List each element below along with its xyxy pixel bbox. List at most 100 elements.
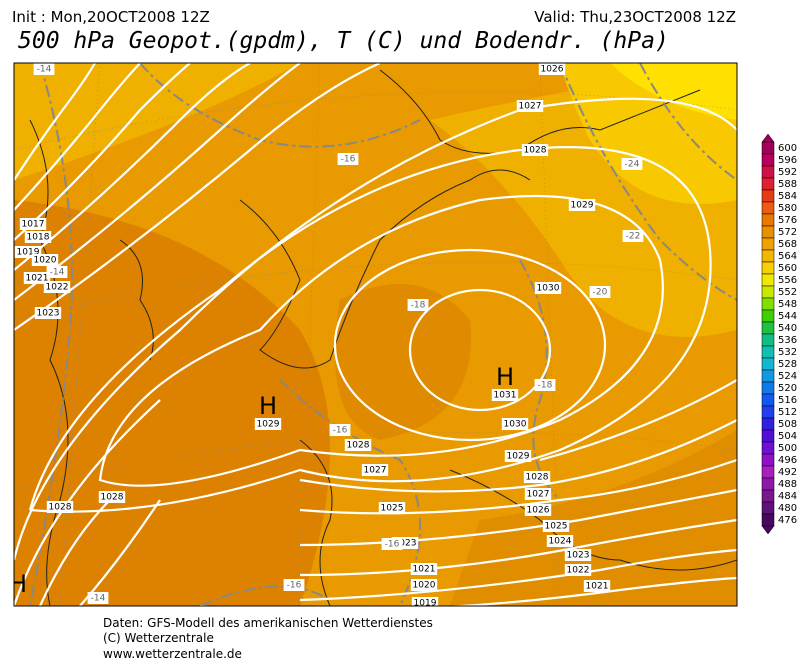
pressure-label-bg (361, 464, 389, 476)
pressure-label: 1031 (494, 391, 517, 401)
graticule (14, 63, 737, 606)
pressure-label: 1030 (537, 284, 560, 294)
legend-label: 572 (778, 227, 797, 238)
pressure-label: 1028 (49, 503, 72, 513)
temperature-label: -14 (91, 594, 106, 604)
temperature-label-bg (46, 266, 68, 278)
temperature-label-bg (33, 63, 55, 75)
legend-label: 552 (778, 287, 797, 298)
legend-cell (761, 189, 775, 203)
legend-label: 504 (778, 431, 797, 442)
pressure-label: 1028 (347, 441, 370, 451)
pressure-label: 1021 (26, 274, 49, 284)
field-region (335, 284, 471, 440)
legend-cell (761, 153, 775, 167)
temperature-label-bg (329, 424, 351, 436)
temperature-label-bg (534, 379, 556, 391)
pressure-label-bg (34, 307, 62, 319)
legend-cell (761, 429, 775, 443)
legend-cell (761, 285, 775, 299)
pressure-label: 1020 (34, 256, 57, 266)
temperature-label: -20 (593, 288, 608, 298)
legend-cell (761, 501, 775, 515)
legend-cell (761, 465, 775, 479)
legend-label: 532 (778, 347, 797, 358)
temperature-label-bg (407, 299, 429, 311)
high-pressure-label: H (496, 363, 514, 391)
pressure-label-bg (378, 502, 406, 514)
pressure-label: 1020 (413, 581, 436, 591)
legend-cell (761, 201, 775, 215)
pressure-label: 1027 (364, 466, 387, 476)
legend-label: 524 (778, 371, 797, 382)
pressure-label-bg (568, 199, 596, 211)
legend-label: 560 (778, 263, 797, 274)
pressure-label-bg (23, 272, 51, 284)
temperature-label: -18 (538, 381, 553, 391)
legend-arrow (761, 133, 775, 143)
pressure-label-bg (524, 504, 552, 516)
pressure-label-bg (504, 450, 532, 462)
pressure-label: 1026 (541, 65, 564, 75)
pressure-label-bg (46, 501, 74, 513)
pressure-label-bg (19, 218, 47, 230)
legend-label: 536 (778, 335, 797, 346)
valid-time: Valid: Thu,23OCT2008 12Z (534, 8, 736, 26)
legend-label: 576 (778, 215, 797, 226)
temperature-label-bg (337, 153, 359, 165)
pressure-label-bg (31, 254, 59, 266)
legend-label: 508 (778, 419, 797, 430)
pressure-label-bg (534, 282, 562, 294)
pressure-label-bg (254, 418, 282, 430)
legend-cell (761, 441, 775, 455)
temperature-label: -24 (625, 160, 640, 170)
legend-label: 540 (778, 323, 797, 334)
pressure-label-bg (583, 580, 611, 592)
legend-cell (761, 369, 775, 383)
pressure-label: 1023 (394, 539, 417, 549)
legend-cell (761, 225, 775, 239)
pressure-label: 1027 (527, 490, 550, 500)
legend-label: 556 (778, 275, 797, 286)
legend-cell (761, 213, 775, 227)
legend-label: 528 (778, 359, 797, 370)
legend-cell (761, 237, 775, 251)
map-area: 1026 1027 1028 1029 1030 1031 1030 1029 1028 1027… (14, 63, 737, 606)
legend-label: 488 (778, 479, 797, 490)
legend-cell (761, 405, 775, 419)
pressure-label: 1029 (571, 201, 594, 211)
legend-label: 548 (778, 299, 797, 310)
legend-label: 500 (778, 443, 797, 454)
legend-cell (761, 321, 775, 335)
pressure-label: 1017 (22, 220, 45, 230)
legend-cell (761, 309, 775, 323)
map-title: 500 hPa Geopot.(gpdm), T (C) und Bodendr… (18, 28, 669, 54)
legend-label: 496 (778, 455, 797, 466)
pressure-label: 1018 (27, 233, 50, 243)
legend-cell (761, 357, 775, 371)
pressure-label-bg (43, 281, 71, 293)
map-frame (13, 62, 738, 607)
legend-cell (761, 513, 775, 527)
map-labels: 1026 1027 1028 1029 1030 1031 1030 1029 1028 1027… (14, 63, 644, 606)
pressure-label: 1029 (257, 420, 280, 430)
temperature-label-bg (87, 592, 109, 604)
pressure-label-bg (538, 63, 566, 75)
pressure-label-bg (516, 100, 544, 112)
pressure-label-bg (411, 597, 439, 606)
temperature-label: -14 (50, 268, 65, 278)
temperature-label: -16 (385, 540, 400, 550)
temperature-label: -16 (341, 155, 356, 165)
pressure-label-bg (410, 563, 438, 575)
pressure-label: 1026 (527, 506, 550, 516)
temperature-label: -14 (37, 65, 52, 75)
pressure-label-bg (491, 389, 519, 401)
legend-cell (761, 333, 775, 347)
legend-arrow (761, 525, 775, 535)
pressure-label: 1028 (526, 473, 549, 483)
pressure-label-bg (410, 579, 438, 591)
pressure-label-bg (523, 471, 551, 483)
temperature-label: -22 (626, 232, 641, 242)
pressure-label: 1027 (519, 102, 542, 112)
pressure-label: 1023 (567, 551, 590, 561)
